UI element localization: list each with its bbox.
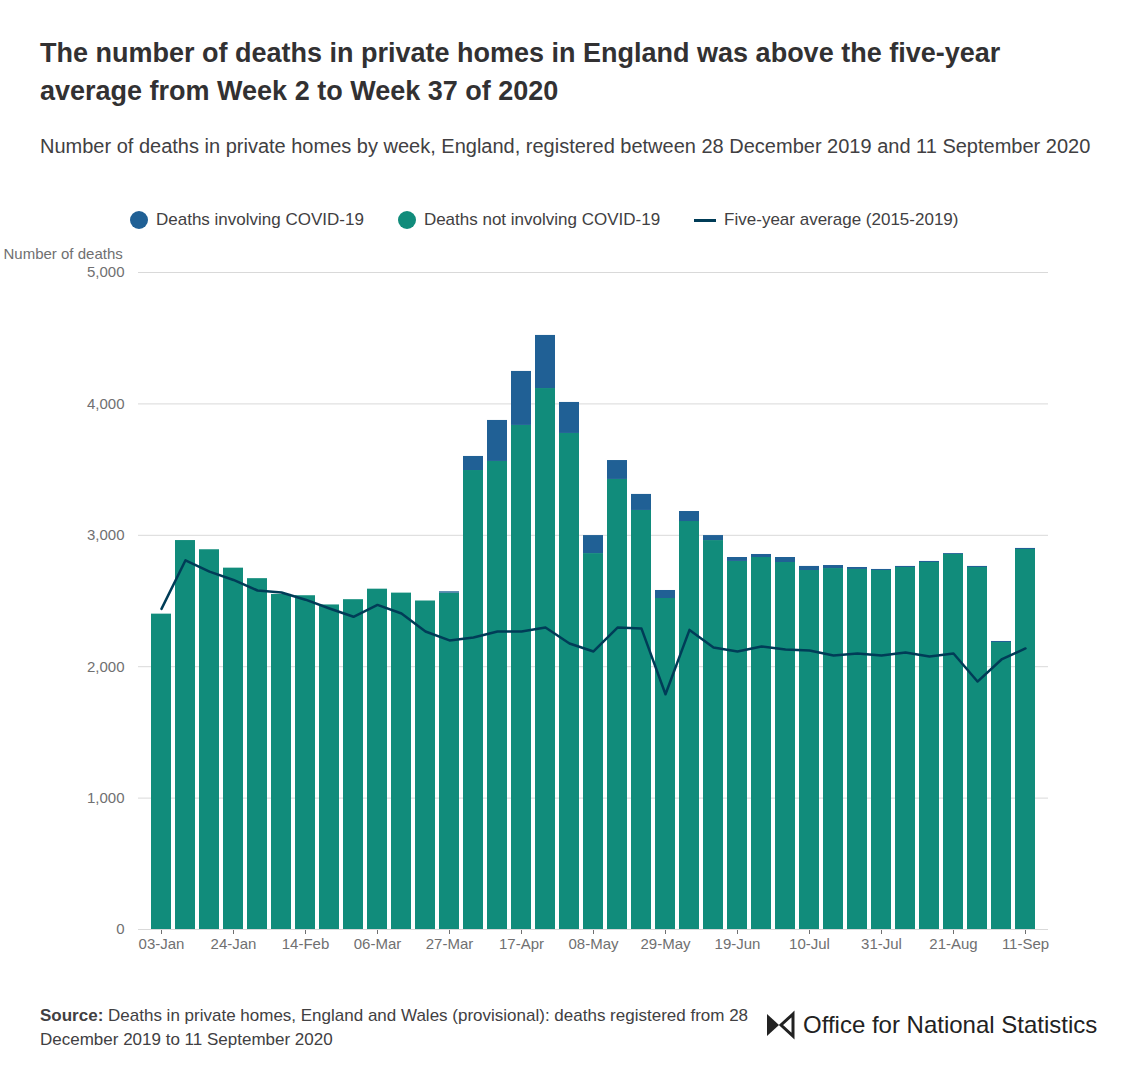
svg-text:24-Jan: 24-Jan [211,935,257,952]
svg-text:19-Jun: 19-Jun [715,935,761,952]
svg-text:5,000: 5,000 [87,263,125,280]
svg-text:14-Feb: 14-Feb [282,935,330,952]
svg-text:06-Mar: 06-Mar [354,935,402,952]
svg-text:27-Mar: 27-Mar [426,935,474,952]
svg-text:10-Jul: 10-Jul [789,935,830,952]
html-text:Office for National Statistics: Office for National Statistics [803,1011,1098,1038]
svg-text:0: 0 [116,920,124,937]
html-text:The number of deaths in privat: The number of deaths in private homes in… [40,38,1001,106]
svg-text:1,000: 1,000 [87,789,125,806]
svg-text:21-Aug: 21-Aug [929,935,977,952]
svg-text:11-Sep: 11-Sep [1002,935,1049,952]
svg-text:4,000: 4,000 [87,395,125,412]
svg-text:2,000: 2,000 [87,658,125,675]
svg-text:3,000: 3,000 [87,526,125,543]
svg-text:31-Jul: 31-Jul [861,935,902,952]
html-text:Five-year average (2015-2019): Five-year average (2015-2019) [724,210,959,229]
svg-text:03-Jan: 03-Jan [139,935,185,952]
svg-text:Number of deaths: Number of deaths [4,245,123,262]
html-text:Number of deaths in private ho: Number of deaths in private homes by wee… [40,135,1091,157]
svg-text:29-May: 29-May [640,935,691,952]
html-text:Deaths involving COVID-19: Deaths involving COVID-19 [156,210,364,229]
html-text:Deaths not involving COVID-19: Deaths not involving COVID-19 [423,210,661,229]
html-text:Source: Deaths in private home: Source: Deaths in private homes, England… [40,1006,749,1049]
svg-text:08-May: 08-May [568,935,619,952]
svg-text:17-Apr: 17-Apr [499,935,544,952]
